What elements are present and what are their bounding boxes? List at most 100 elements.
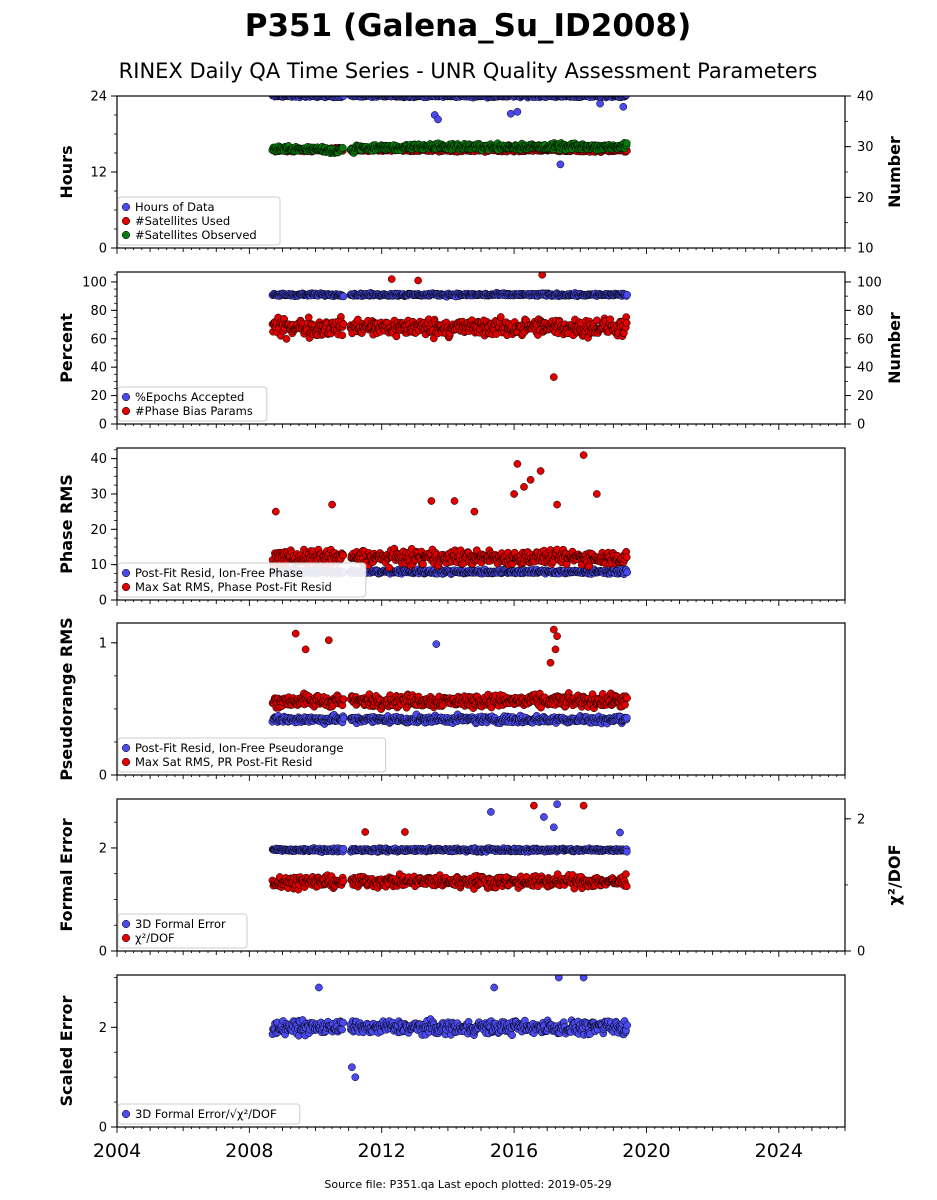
outlier-point [526, 475, 535, 484]
outlier-point [470, 507, 479, 516]
y-tick-label: 80 [90, 304, 107, 319]
y2-tick-label: 100 [857, 275, 882, 290]
y-tick-label: 0 [99, 242, 107, 257]
legend: %Epochs Accepted#Phase Bias Params [117, 386, 268, 422]
legend-label: #Phase Bias Params [135, 404, 253, 418]
y-tick-label: 30 [90, 487, 107, 502]
y-tick-label: 12 [90, 166, 107, 181]
outlier-point [520, 483, 528, 491]
outlier-point [450, 497, 459, 505]
y2-tick-label: 60 [857, 332, 874, 347]
y2-axis-label: Number [885, 136, 904, 208]
legend-box [117, 196, 281, 246]
y-tick-label: 60 [90, 332, 107, 347]
y-tick-label: 24 [90, 90, 107, 105]
legend-label: Max Sat RMS, Phase Post-Fit Resid [135, 580, 332, 594]
outlier-point [556, 160, 565, 169]
data-point [419, 560, 427, 568]
outlier-point [506, 109, 515, 118]
data-point [282, 335, 291, 343]
outlier-point [596, 99, 604, 108]
legend-box [117, 562, 367, 598]
legend-box [117, 386, 268, 422]
data-point [385, 563, 394, 572]
outlier-point [592, 490, 601, 498]
outlier-point [513, 107, 522, 116]
outlier-point [536, 467, 545, 475]
data-point [622, 96, 631, 99]
y2-tick-label: 20 [857, 389, 874, 404]
legend-label: Hours of Data [135, 200, 215, 214]
data-point [496, 313, 505, 321]
data-point [304, 313, 313, 322]
legend-marker [121, 216, 131, 226]
data-point [622, 319, 631, 327]
legend-label: %Epochs Accepted [135, 390, 244, 404]
y2-tick-label: 80 [857, 304, 874, 319]
legend-label: Post-Fit Resid, Ion-Free Phase [135, 566, 303, 580]
data-point [622, 713, 631, 722]
y2-tick-label: 30 [857, 140, 874, 155]
outlier-point [271, 507, 280, 516]
y-axis-label: Phase RMS [57, 474, 76, 574]
outlier-point [432, 640, 441, 648]
figure-subtitle: RINEX Daily QA Time Series - UNR Quality… [119, 59, 818, 83]
y-tick-label: 0 [99, 418, 107, 433]
outlier-point [553, 500, 561, 509]
outlier-point [510, 490, 518, 498]
outlier-point [387, 275, 396, 283]
legend-label: #Satellites Observed [135, 228, 257, 242]
y-tick-label: 40 [90, 361, 107, 376]
y-axis-label: Percent [57, 313, 76, 383]
data-point [339, 714, 348, 723]
outlier-point [328, 500, 336, 509]
data-point [338, 143, 347, 152]
outlier-point [513, 460, 522, 468]
outlier-point [619, 102, 628, 111]
legend-label: #Satellites Used [135, 214, 230, 228]
outlier-point [427, 497, 436, 505]
data-point [339, 292, 348, 301]
panel-4-points [268, 625, 631, 728]
y2-tick-label: 40 [857, 90, 874, 105]
y-tick-label: 100 [82, 275, 107, 290]
panel-2-points [268, 272, 631, 381]
legend-marker [121, 568, 131, 578]
y2-tick-label: 0 [857, 418, 865, 433]
legend: Hours of Data#Satellites Used#Satellites… [117, 196, 281, 246]
y-tick-label: 0 [99, 594, 107, 609]
legend-marker [121, 230, 131, 240]
outlier-point [538, 272, 547, 279]
panel-1-points [268, 96, 631, 169]
data-point [623, 568, 632, 577]
y-tick-label: 10 [90, 558, 107, 573]
data-point [339, 551, 348, 560]
legend-marker [121, 582, 131, 592]
data-point [339, 320, 348, 328]
data-point [623, 290, 631, 299]
data-point [338, 331, 347, 340]
data-point [622, 139, 631, 148]
y-axis-label: Hours [57, 145, 76, 198]
data-point [392, 332, 401, 341]
figure-title: P351 (Galena_Su_ID2008) [245, 8, 692, 44]
panel-3-points [268, 451, 632, 579]
y2-tick-label: 40 [857, 361, 874, 376]
y-tick-label: 40 [90, 452, 107, 467]
panel-3: 0 10 20 30 40 Phase RMS Post-Fit Resid, Ion-Fr… [57, 447, 846, 609]
outlier-point [414, 276, 422, 285]
legend-marker [121, 392, 131, 402]
data-point [354, 315, 362, 324]
outlier-point [579, 451, 588, 459]
data-point [622, 553, 631, 562]
y-tick-label: 20 [90, 389, 107, 404]
y-tick-label: 20 [90, 523, 107, 538]
legend-marker [121, 406, 131, 416]
y2-tick-label: 20 [857, 191, 874, 206]
